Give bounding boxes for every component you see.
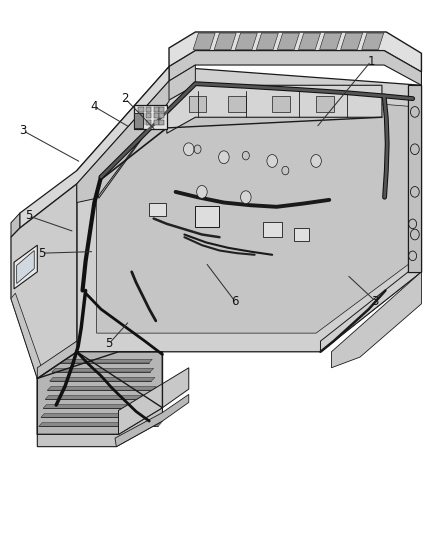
Polygon shape <box>49 377 155 381</box>
Polygon shape <box>298 33 320 50</box>
Bar <box>149 203 166 216</box>
Polygon shape <box>319 33 341 50</box>
Bar <box>134 113 142 128</box>
Polygon shape <box>340 33 362 50</box>
Circle shape <box>218 151 229 164</box>
Polygon shape <box>37 341 77 378</box>
Polygon shape <box>52 368 153 372</box>
Polygon shape <box>11 184 77 378</box>
Polygon shape <box>407 85 420 272</box>
Polygon shape <box>37 408 162 447</box>
Bar <box>145 107 151 112</box>
Bar <box>138 113 143 118</box>
Text: 1: 1 <box>366 55 374 68</box>
Circle shape <box>310 155 321 167</box>
Polygon shape <box>228 96 245 112</box>
Polygon shape <box>235 33 257 50</box>
Polygon shape <box>214 33 236 50</box>
Polygon shape <box>43 405 159 408</box>
Circle shape <box>266 155 277 167</box>
Text: 5: 5 <box>105 337 112 350</box>
Bar <box>153 120 159 125</box>
Bar <box>159 113 164 118</box>
Text: 4: 4 <box>90 100 98 113</box>
Bar <box>138 120 143 125</box>
Polygon shape <box>193 33 215 50</box>
Polygon shape <box>115 394 188 447</box>
Polygon shape <box>169 32 420 72</box>
Polygon shape <box>47 386 156 390</box>
Polygon shape <box>96 65 195 198</box>
Polygon shape <box>45 395 157 399</box>
Circle shape <box>196 185 207 198</box>
Polygon shape <box>54 359 152 363</box>
Polygon shape <box>37 352 162 434</box>
Polygon shape <box>272 96 289 112</box>
Bar <box>134 105 166 129</box>
Polygon shape <box>77 67 420 352</box>
Bar <box>138 107 143 112</box>
Circle shape <box>183 143 194 156</box>
Text: 3: 3 <box>19 124 26 137</box>
Polygon shape <box>14 245 37 289</box>
Polygon shape <box>169 51 420 85</box>
Polygon shape <box>20 67 169 228</box>
Polygon shape <box>118 368 188 434</box>
Text: 5: 5 <box>25 209 32 222</box>
Text: 6: 6 <box>230 295 238 308</box>
Polygon shape <box>41 414 160 417</box>
Bar <box>195 206 219 227</box>
Text: 5: 5 <box>38 247 45 260</box>
Polygon shape <box>320 272 420 352</box>
Polygon shape <box>277 33 299 50</box>
Bar <box>263 222 281 237</box>
Text: 2: 2 <box>121 92 129 105</box>
Polygon shape <box>361 33 383 50</box>
Polygon shape <box>96 88 412 333</box>
Bar <box>159 107 164 112</box>
Polygon shape <box>315 96 333 112</box>
Bar <box>145 120 151 125</box>
Bar <box>153 113 159 118</box>
Polygon shape <box>77 81 169 203</box>
Circle shape <box>240 191 251 204</box>
Polygon shape <box>331 272 420 368</box>
Bar <box>293 228 309 241</box>
Polygon shape <box>11 293 77 378</box>
Polygon shape <box>407 85 420 272</box>
Bar <box>159 120 164 125</box>
Polygon shape <box>17 251 34 284</box>
Polygon shape <box>256 33 278 50</box>
Bar <box>145 113 151 118</box>
Polygon shape <box>166 85 381 133</box>
Polygon shape <box>188 96 206 112</box>
Text: 3: 3 <box>371 295 378 308</box>
Polygon shape <box>39 423 161 426</box>
Bar <box>153 107 159 112</box>
Polygon shape <box>11 213 20 237</box>
